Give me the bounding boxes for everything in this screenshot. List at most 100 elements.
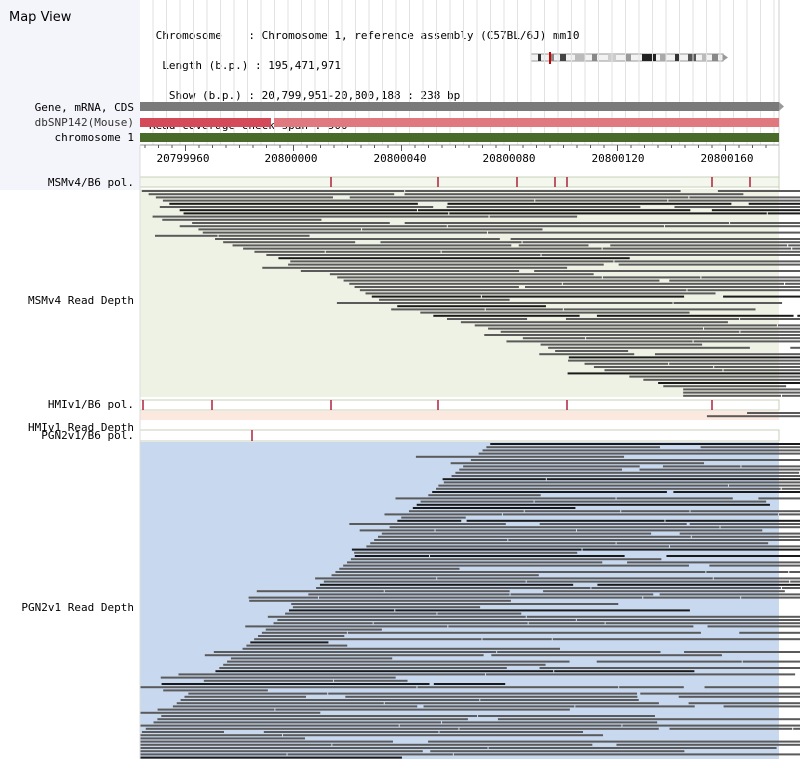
read [337,276,602,279]
read [328,692,638,695]
read [277,619,576,621]
read [161,683,430,685]
read [524,286,800,288]
read [450,462,705,465]
track-label-msm-pol[interactable]: MSMv4/B6 pol. [47,176,134,189]
read [161,715,478,717]
read [371,295,481,298]
read [359,289,687,292]
read [378,535,691,538]
read [540,343,703,346]
track-label-hmi-depth[interactable]: HMIv1 Read Depth [28,421,134,434]
ruler-tick-label: 20800040 [373,152,427,165]
track-label-dbsnp[interactable]: dbSNP142(Mouse) [34,116,134,129]
read [508,539,800,541]
read [548,346,750,349]
read [664,225,800,228]
read [485,308,563,311]
read [343,564,689,567]
read [157,708,275,711]
read [616,743,800,746]
read [663,385,787,388]
track-label-msm-depth[interactable]: MSMv4 Read Depth [28,294,134,307]
read [198,228,362,231]
read [319,596,643,599]
read [591,587,781,589]
track-label-hmi-pol[interactable]: HMIv1/B6 pol. [47,398,134,411]
read [720,526,800,529]
pgn-read-depth [140,442,800,759]
track-label-gene[interactable]: Gene, mRNA, CDS [34,101,134,114]
hmi-pol-track [139,399,780,411]
read [522,241,800,244]
read [640,692,800,695]
read [152,215,489,218]
read [482,449,800,452]
ideogram-band [712,54,718,61]
read [701,276,800,279]
ideogram-band [675,54,679,61]
read [488,327,704,330]
read [693,340,800,343]
read [674,206,800,208]
read [202,231,487,234]
read [254,250,325,253]
read [415,455,625,458]
read [399,724,622,727]
ideogram-band [642,54,656,61]
read [792,247,800,250]
read [213,651,497,653]
read [180,699,480,701]
ideogram-band [660,54,666,61]
read [423,705,575,708]
ruler-tick-label: 20800000 [264,152,318,165]
read [428,494,541,497]
read [481,295,685,298]
read [669,545,800,548]
read [758,497,800,500]
read [347,561,603,564]
read [659,593,800,596]
read [662,465,741,468]
read [518,244,589,247]
read [278,257,630,260]
read [446,206,641,208]
read [448,625,694,628]
read [141,190,405,192]
read [691,535,800,538]
read [157,718,468,721]
read [688,702,800,705]
track-label-pgn-pol[interactable]: PGN2v1/B6 pol. [41,429,134,442]
read [535,199,668,202]
read [441,721,658,724]
read [451,475,800,477]
read [230,657,393,660]
read [596,314,794,317]
read [576,529,763,532]
read [627,561,800,564]
read [437,577,713,580]
read [486,446,660,449]
read [565,318,740,320]
read [689,523,800,525]
read [153,721,441,724]
read [350,558,662,561]
info-chromosome: Chromosome : Chromosome 1, reference ass… [149,29,580,42]
read [261,631,347,634]
track-label-chromosome[interactable]: chromosome 1 [54,131,134,144]
dbsnp-bar-highlight [140,118,271,127]
read [497,651,661,653]
read [789,571,800,573]
ruler-tick-label: 20799960 [156,152,210,165]
read [488,747,777,749]
ideogram-position-marker [549,52,551,64]
read [781,587,800,589]
track-label-pgn-depth[interactable]: PGN2v1 Read Depth [21,601,134,614]
read [447,225,664,228]
read [389,526,720,529]
read [575,705,695,708]
read [248,596,319,599]
read [140,747,488,749]
read [428,740,800,743]
read [526,615,800,618]
